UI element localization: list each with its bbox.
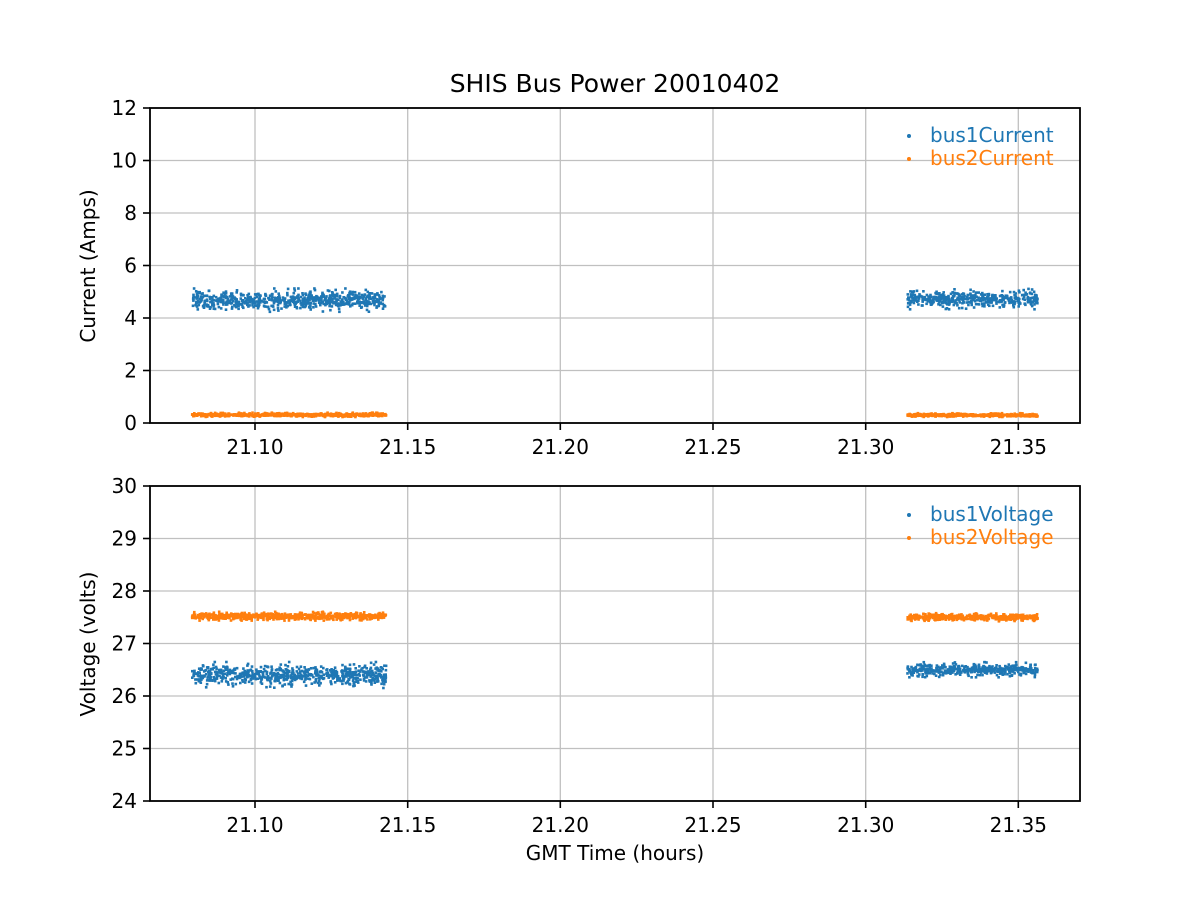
- tick-marks: [143, 107, 1020, 430]
- y-tick-label: 29: [112, 527, 137, 551]
- y-tick-label: 12: [112, 96, 137, 120]
- tick-labels: 21.10 21.15 21.20 21.25 21.30 21.35 0 2 4 6 8 10 12: [112, 96, 1047, 459]
- tick-labels: 21.10 21.15 21.20 21.25 21.30 21.35 24 25 26 27 28…: [112, 474, 1047, 837]
- x-tick-label: 21.25: [684, 813, 741, 837]
- x-tick-label: 21.35: [990, 813, 1047, 837]
- y-tick-label: 28: [112, 579, 137, 603]
- legend-label: bus2Voltage: [930, 525, 1054, 549]
- x-tick-label: 21.25: [684, 435, 741, 459]
- y-tick-label: 4: [124, 306, 137, 330]
- bus2Voltage-points: [190, 610, 1039, 623]
- legend-voltage: bus1Voltage bus2Voltage: [900, 503, 1054, 549]
- y-tick-label: 2: [124, 359, 137, 383]
- x-tick-label: 21.10: [226, 813, 283, 837]
- x-tick-label: 21.10: [226, 435, 283, 459]
- voltage-axis-label: Voltage (volts): [76, 571, 100, 717]
- legend-item-bus1voltage: bus1Voltage: [900, 503, 1054, 526]
- legend-current: bus1Current bus2Current: [900, 124, 1054, 170]
- legend-item-bus2voltage: bus2Voltage: [900, 526, 1054, 549]
- legend-marker-icon: [907, 156, 911, 161]
- x-tick-label: 21.30: [837, 813, 894, 837]
- x-tick-label: 21.15: [379, 435, 436, 459]
- legend-item-bus1current: bus1Current: [900, 124, 1054, 147]
- legend-marker-icon: [907, 512, 911, 517]
- legend-marker-icon: [907, 535, 911, 540]
- bus2Current-points: [190, 411, 1039, 419]
- current-axis-label: Current (Amps): [76, 189, 100, 343]
- x-tick-label: 21.30: [837, 435, 894, 459]
- x-axis-label: GMT Time (hours): [525, 841, 705, 865]
- y-tick-label: 30: [112, 474, 137, 498]
- legend-label: bus1Voltage: [930, 502, 1054, 526]
- y-tick-label: 25: [112, 737, 137, 761]
- x-tick-label: 21.20: [532, 435, 589, 459]
- x-tick-label: 21.15: [379, 813, 436, 837]
- y-tick-label: 26: [112, 684, 137, 708]
- bus1Current-points: [191, 287, 1039, 314]
- legend-label: bus1Current: [930, 123, 1054, 147]
- y-tick-label: 8: [124, 201, 137, 225]
- x-tick-label: 21.35: [990, 435, 1047, 459]
- y-tick-label: 24: [112, 789, 137, 813]
- chart-title: SHIS Bus Power 20010402: [449, 69, 781, 98]
- legend-marker-icon: [907, 133, 911, 138]
- legend-item-bus2current: bus2Current: [900, 147, 1054, 170]
- y-tick-label: 0: [124, 411, 137, 435]
- x-tick-label: 21.20: [532, 813, 589, 837]
- y-tick-label: 10: [112, 149, 137, 173]
- y-tick-label: 6: [124, 254, 137, 278]
- tick-marks: [143, 485, 1020, 808]
- bus1Voltage-points: [191, 660, 1039, 690]
- y-tick-label: 27: [112, 632, 137, 656]
- legend-label: bus2Current: [930, 146, 1054, 170]
